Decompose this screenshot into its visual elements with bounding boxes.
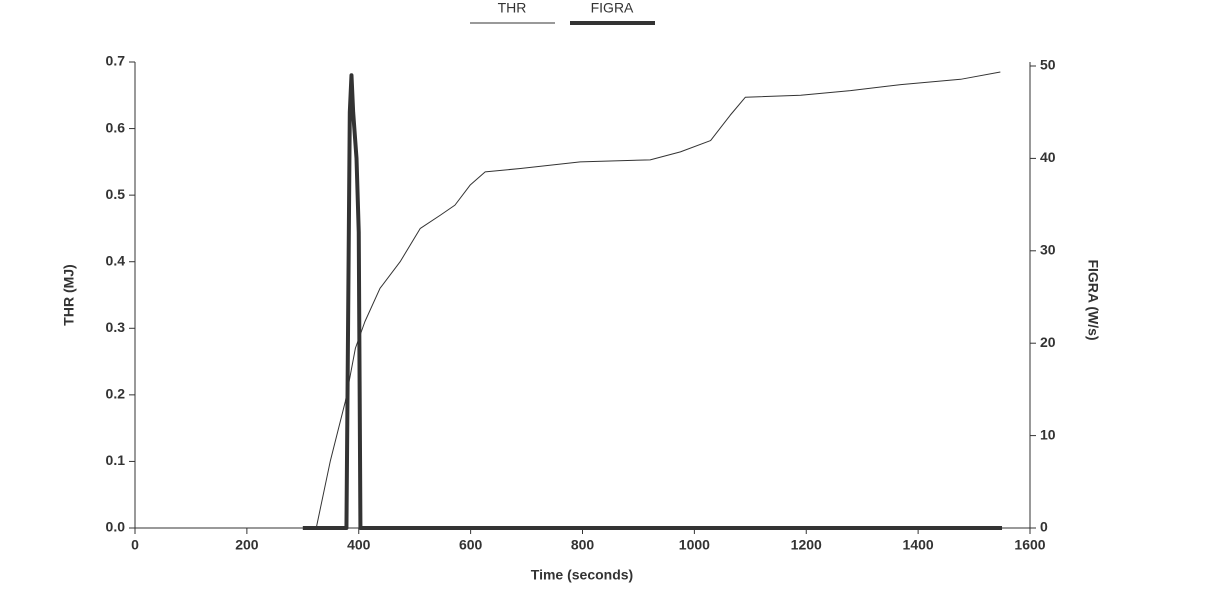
x-tick-label: 1400 — [903, 537, 934, 553]
x-tick-label: 200 — [235, 537, 259, 553]
y-tick-label: 0.7 — [106, 53, 126, 69]
series-line — [302, 73, 1003, 530]
y-tick-label: 0.3 — [106, 319, 126, 335]
y2-tick-label: 30 — [1040, 242, 1056, 258]
y-tick-label: 0.2 — [106, 386, 126, 402]
y2-tick-label: 50 — [1040, 57, 1056, 73]
x-tick-label: 1000 — [679, 537, 710, 553]
y2-tick-label: 20 — [1040, 334, 1056, 350]
y2-tick-label: 40 — [1040, 149, 1056, 165]
x-tick-label: 600 — [459, 537, 483, 553]
y-tick-label: 0.6 — [106, 119, 126, 135]
x-tick-label: 0 — [131, 537, 139, 553]
x-tick-label: 1200 — [791, 537, 822, 553]
y-tick-label: 0.5 — [106, 186, 126, 202]
y2-tick-label: 0 — [1040, 519, 1048, 535]
legend-label: FIGRA — [591, 0, 634, 16]
y-axis-title: THR (MJ) — [61, 264, 77, 325]
y-tick-label: 0.4 — [106, 252, 126, 268]
series-line — [302, 71, 1001, 529]
y-tick-label: 0.0 — [106, 519, 126, 535]
x-tick-label: 1600 — [1014, 537, 1045, 553]
legend-label: THR — [498, 0, 527, 16]
x-tick-label: 800 — [571, 537, 595, 553]
y2-tick-label: 10 — [1040, 426, 1056, 442]
x-tick-label: 400 — [347, 537, 371, 553]
x-axis-title: Time (seconds) — [531, 567, 633, 583]
y-tick-label: 0.1 — [106, 452, 126, 468]
y2-axis-title: FIGRA (W/s) — [1085, 259, 1101, 340]
